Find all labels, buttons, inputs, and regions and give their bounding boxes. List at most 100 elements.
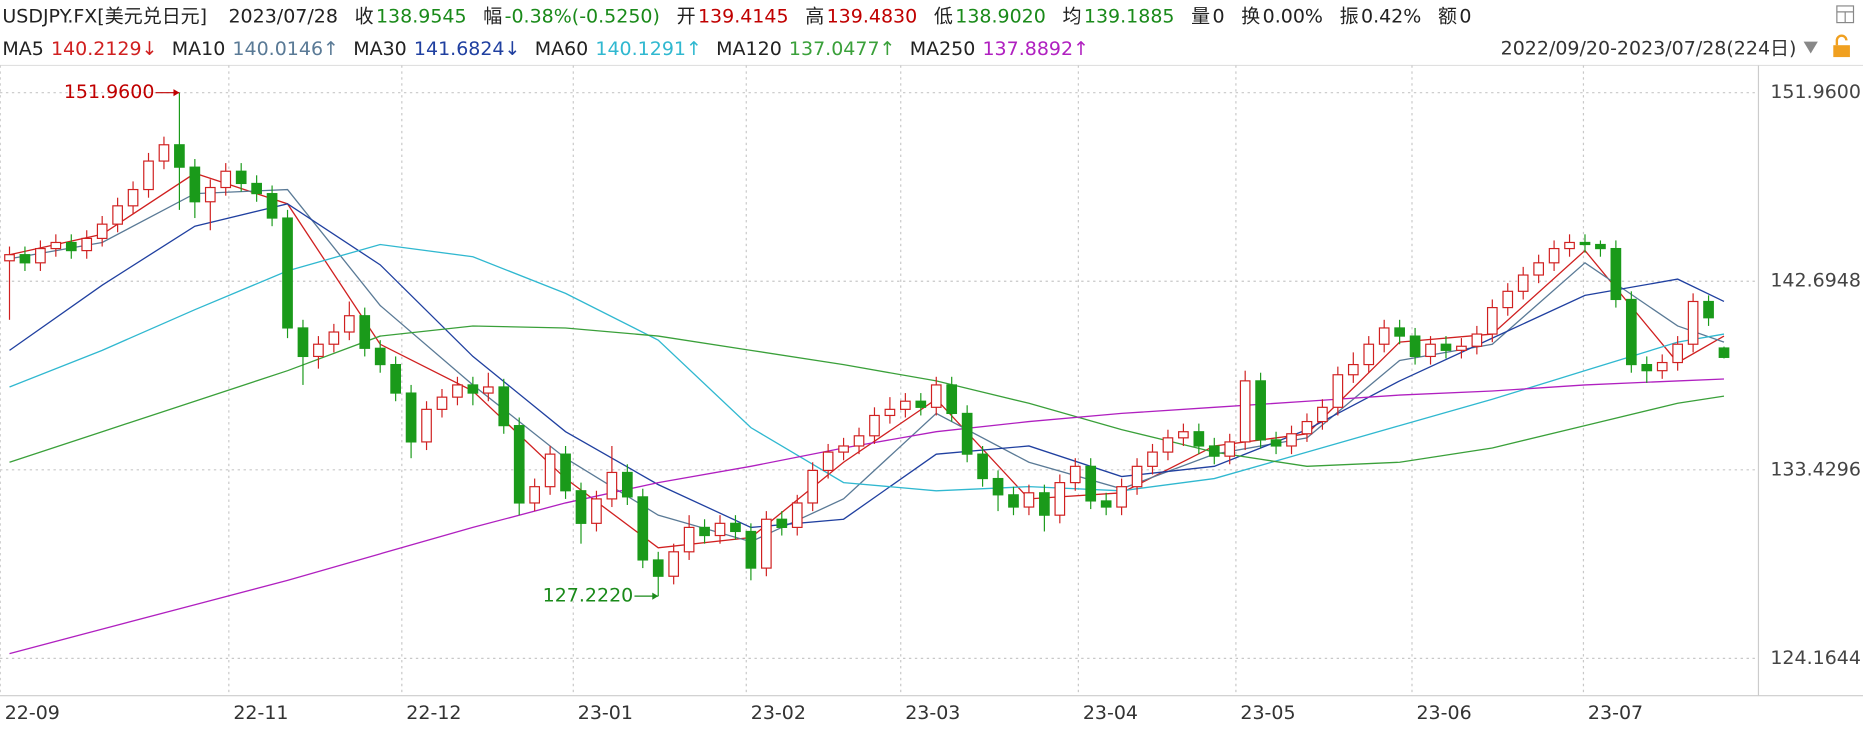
- candle-body: [498, 386, 510, 427]
- candle-body: [1564, 241, 1575, 250]
- annotation-label: 127.2220: [543, 585, 634, 607]
- candle-body: [560, 453, 571, 492]
- range-dropdown[interactable]: [1803, 41, 1818, 54]
- candle-body: [621, 471, 633, 498]
- x-tick-label: 22-11: [233, 702, 288, 724]
- y-tick-label: 133.4296: [1770, 458, 1861, 480]
- y-tick-label: 124.1644: [1770, 647, 1861, 669]
- candle-body: [1517, 274, 1529, 292]
- candle-body: [235, 170, 247, 185]
- candle-body: [1286, 433, 1297, 447]
- candle-body: [807, 469, 819, 504]
- candle-body: [1193, 431, 1205, 447]
- legend-value: 140.0146↑: [232, 37, 339, 59]
- field-label: 高: [805, 5, 824, 27]
- candle-body: [730, 522, 741, 533]
- candle-body: [1548, 247, 1560, 264]
- candle-body: [791, 502, 803, 528]
- candle-body: [1718, 347, 1730, 358]
- candle-body: [946, 384, 958, 415]
- candle-body: [869, 414, 880, 437]
- legend-name: MA30: [353, 37, 407, 59]
- x-tick-label: 22-09: [5, 702, 60, 724]
- field-value: 139.4145: [698, 5, 789, 27]
- candle-body: [1703, 300, 1714, 319]
- candle-body: [1131, 465, 1143, 488]
- candle-body: [699, 526, 710, 537]
- field-value: 0.42%: [1361, 5, 1421, 27]
- candle-body: [1116, 486, 1127, 508]
- candle-body: [359, 315, 371, 349]
- candle-body: [313, 343, 324, 358]
- legend-value: 137.0477↑: [789, 37, 896, 59]
- field-value: 0: [1459, 5, 1471, 27]
- candle-body: [1610, 247, 1622, 301]
- candle-body: [158, 144, 170, 162]
- candle-body: [19, 254, 31, 264]
- candle-body: [1656, 361, 1668, 372]
- candle-body: [204, 186, 216, 203]
- field-value: 139.4830: [827, 5, 918, 27]
- candle-body: [714, 522, 726, 537]
- field-label: 收: [355, 5, 374, 27]
- candle-body: [776, 518, 788, 528]
- x-tick-label: 23-07: [1588, 702, 1643, 724]
- candle-body: [977, 453, 988, 480]
- candle-body: [81, 237, 93, 252]
- x-tick-label: 22-12: [406, 702, 461, 724]
- candle-body: [1486, 306, 1498, 335]
- candle-body: [529, 486, 541, 504]
- candle-body: [143, 160, 154, 191]
- legend-name: MA10: [172, 37, 226, 59]
- x-tick-label: 23-01: [578, 702, 633, 724]
- plot-area: 151.9600 142.6948 133.4296 124.1644 22-09 22-…: [0, 65, 1861, 724]
- candle-body: [1085, 465, 1097, 502]
- candle-body: [65, 241, 77, 252]
- candle-body: [761, 518, 772, 569]
- candle-body: [1533, 262, 1544, 276]
- candle-body: [1641, 363, 1653, 372]
- candle-body: [668, 551, 680, 577]
- lock-icon[interactable]: [1833, 34, 1850, 58]
- candle-body: [1255, 380, 1266, 441]
- y-tick-label: 142.6948: [1770, 270, 1861, 292]
- candle-body: [467, 384, 479, 394]
- candle-body: [1208, 445, 1220, 457]
- candle-body: [930, 384, 942, 408]
- candle-body: [606, 471, 618, 500]
- candle-body: [297, 327, 309, 358]
- ma-line: [9, 378, 1725, 655]
- candle-body: [1178, 431, 1189, 439]
- candle-body: [1239, 380, 1251, 443]
- candle-body: [1023, 492, 1035, 508]
- candle-body: [421, 408, 432, 443]
- legend-value: 140.1291↑: [595, 37, 702, 59]
- candle-body: [838, 445, 849, 453]
- candle-body: [591, 498, 602, 524]
- ma-line: [9, 243, 1725, 492]
- candle-body: [915, 400, 927, 408]
- candle-body: [174, 144, 185, 168]
- candle-body: [1008, 494, 1019, 508]
- candle-body: [1440, 343, 1452, 351]
- candle-body: [1471, 333, 1483, 347]
- field-label: 幅: [483, 5, 502, 27]
- x-tick-label: 23-04: [1083, 702, 1138, 724]
- candle-body: [1270, 439, 1282, 447]
- field-label: 换: [1241, 5, 1260, 27]
- candle-body: [961, 412, 973, 455]
- annotation-label: 151.9600: [64, 81, 155, 103]
- candle-body: [112, 205, 123, 225]
- legend-name: MA250: [910, 37, 976, 59]
- candle-body: [452, 384, 463, 398]
- x-tick-label: 23-06: [1416, 702, 1471, 724]
- candle-body: [1162, 437, 1174, 453]
- candle-body: [1363, 343, 1375, 366]
- date-range[interactable]: 2022/09/20-2023/07/28(224日): [1501, 37, 1797, 59]
- window-icon[interactable]: [1836, 5, 1855, 24]
- x-tick-label: 23-05: [1240, 702, 1295, 724]
- field-label: 量: [1191, 5, 1210, 27]
